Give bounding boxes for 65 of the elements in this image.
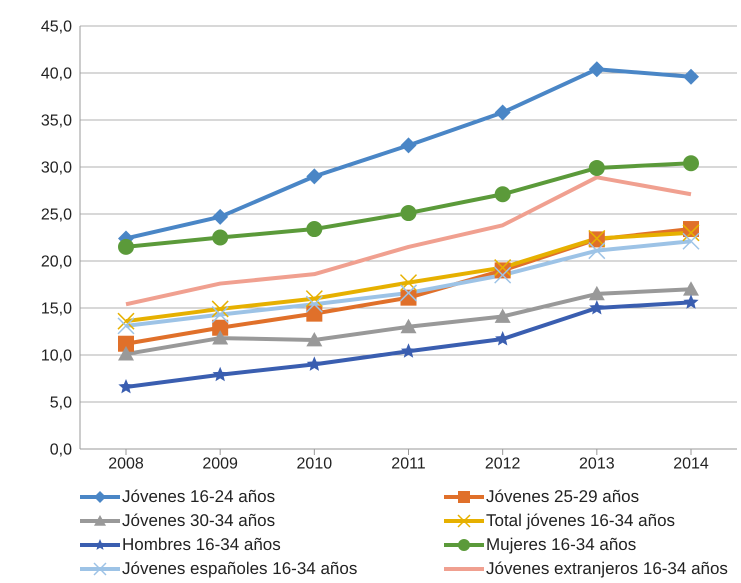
x-tick-label: 2014	[673, 455, 709, 472]
point	[400, 318, 416, 334]
y-tick-label: 30,0	[40, 160, 72, 177]
point	[306, 290, 324, 308]
point	[588, 160, 605, 176]
point	[118, 336, 134, 352]
point	[494, 266, 512, 284]
point	[588, 61, 605, 78]
point	[400, 205, 416, 222]
point	[682, 232, 700, 250]
point	[683, 155, 699, 172]
legend-label: Hombres 16-34 años	[122, 534, 281, 556]
point	[494, 258, 512, 276]
y-tick-label: 5,0	[50, 394, 72, 412]
point	[683, 68, 699, 85]
line-series	[124, 175, 693, 306]
point	[117, 317, 135, 335]
legend-label: Jóvenes 30-34 años	[122, 510, 276, 532]
point	[212, 330, 228, 344]
y-tick-label: 10,0	[40, 348, 72, 365]
legend-label: Mujeres 16-34 años	[486, 534, 636, 556]
legend-label: Jóvenes 25-29 años	[486, 486, 640, 508]
y-tick-label: 25,0	[40, 206, 72, 224]
point	[118, 346, 134, 360]
point	[306, 332, 322, 346]
legend-label: Jóvenes españoles 16-34 años	[122, 558, 358, 580]
x-tick-label: 2009	[202, 455, 238, 472]
y-tick-label: 0,0	[50, 442, 72, 459]
point	[494, 186, 511, 202]
legend-label: Total jóvenes 16-34 años	[486, 510, 676, 532]
point	[588, 286, 605, 300]
point	[117, 312, 135, 330]
y-tick-label: 45,0	[40, 18, 72, 36]
point	[211, 300, 229, 318]
x-tick-label: 2012	[484, 455, 521, 472]
x-tick-label: 2008	[108, 455, 144, 472]
point	[118, 378, 134, 394]
point	[494, 308, 511, 323]
point	[683, 294, 699, 309]
point	[212, 208, 228, 225]
y-tick-label: 35,0	[40, 112, 72, 130]
point	[683, 281, 699, 296]
point	[306, 295, 324, 313]
point	[682, 224, 700, 242]
point	[400, 137, 416, 154]
point	[211, 306, 229, 324]
point	[212, 366, 228, 382]
y-tick-label: 20,0	[40, 254, 72, 271]
point	[588, 242, 606, 260]
x-tick-label: 2011	[391, 455, 426, 472]
point	[589, 300, 604, 314]
legend-label: Jóvenes extranjeros 16-34 años	[486, 558, 728, 580]
point	[306, 221, 322, 238]
legend-label: Jóvenes 16-24 años	[122, 486, 276, 508]
y-tick-label: 40,0	[40, 66, 72, 83]
point	[306, 168, 322, 184]
point	[494, 104, 511, 120]
point	[212, 230, 228, 246]
y-tick-label: 15,0	[40, 300, 72, 318]
x-tick-label: 2013	[579, 455, 615, 472]
point	[306, 356, 322, 371]
point	[400, 274, 418, 292]
point	[400, 284, 418, 302]
point	[118, 238, 134, 255]
x-tick-label: 2010	[296, 455, 332, 472]
